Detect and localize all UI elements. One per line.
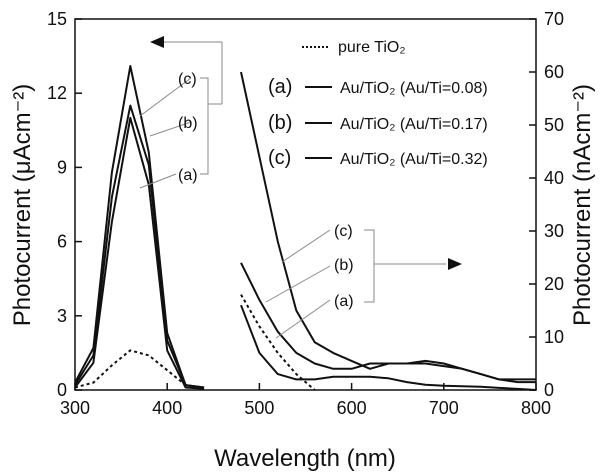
x-tick-label-2: 500 — [244, 398, 274, 418]
y-right-tick-label-1: 10 — [544, 327, 564, 347]
x-tick-label-0: 300 — [60, 398, 90, 418]
y-right-tick-label-7: 70 — [544, 9, 564, 29]
series-line-c-right — [240, 71, 536, 381]
left-label-a: (a) — [178, 167, 198, 184]
y-left-tick-label-0: 0 — [57, 380, 67, 400]
left-label-b: (b) — [178, 115, 198, 132]
right-arrow-head — [448, 258, 462, 270]
y-axis-left-title: Photocurrent (μAcm⁻²) — [9, 84, 36, 327]
series-line-a-left — [74, 116, 205, 390]
legend-label-pure: pure TiO₂ — [338, 39, 406, 56]
left-label-connectors — [139, 41, 223, 189]
legend: pure TiO₂ (a) Au/TiO₂ (Au/Ti=0.08) (b) A… — [268, 39, 488, 169]
legend-tag-b: (b) — [268, 112, 292, 134]
series-line-pure-right — [240, 294, 316, 391]
x-tick-label-3: 600 — [337, 398, 367, 418]
legend-label-b: Au/TiO₂ (Au/Ti=0.17) — [340, 116, 488, 133]
x-tick-label-5: 800 — [521, 398, 551, 418]
x-tick-label-1: 400 — [152, 398, 182, 418]
left-label-c: (c) — [178, 71, 197, 88]
plot-frame — [74, 18, 537, 391]
y-right-tick-label-2: 20 — [544, 274, 564, 294]
y-left-tick-label-3: 9 — [57, 157, 67, 177]
series-line-c-left — [74, 65, 205, 389]
y-left-tick-label-4: 12 — [47, 83, 67, 103]
legend-tag-a: (a) — [268, 76, 292, 98]
right-label-c: (c) — [334, 223, 353, 240]
y-right-tick-label-5: 50 — [544, 115, 564, 135]
legend-tag-c: (c) — [268, 147, 291, 169]
series-line-a-right — [240, 304, 537, 391]
y-left-tick-label-1: 3 — [57, 306, 67, 326]
y-right-tick-label-4: 40 — [544, 168, 564, 188]
y-left-tick-label-2: 6 — [57, 232, 67, 252]
y-right-tick-label-3: 30 — [544, 221, 564, 241]
right-label-b: (b) — [334, 257, 354, 274]
y-right-tick-label-0: 0 — [544, 380, 554, 400]
y-left-tick-label-5: 15 — [47, 9, 67, 29]
legend-label-c: Au/TiO₂ (Au/Ti=0.32) — [340, 151, 488, 168]
y-axis-right-title: Photocurrent (nAcm⁻²) — [569, 84, 596, 326]
right-label-a: (a) — [334, 293, 354, 310]
legend-label-a: Au/TiO₂ (Au/Ti=0.08) — [340, 80, 488, 97]
x-tick-label-4: 700 — [429, 398, 459, 418]
y-right-tick-label-6: 60 — [544, 62, 564, 82]
x-axis-title: Wavelength (nm) — [214, 445, 396, 472]
right-label-connectors — [265, 229, 446, 339]
left-arrow-head — [150, 36, 164, 48]
